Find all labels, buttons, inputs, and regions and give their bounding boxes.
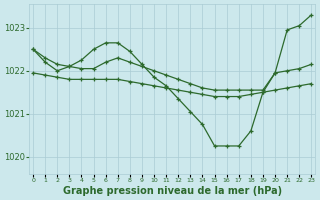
X-axis label: Graphe pression niveau de la mer (hPa): Graphe pression niveau de la mer (hPa) xyxy=(63,186,282,196)
